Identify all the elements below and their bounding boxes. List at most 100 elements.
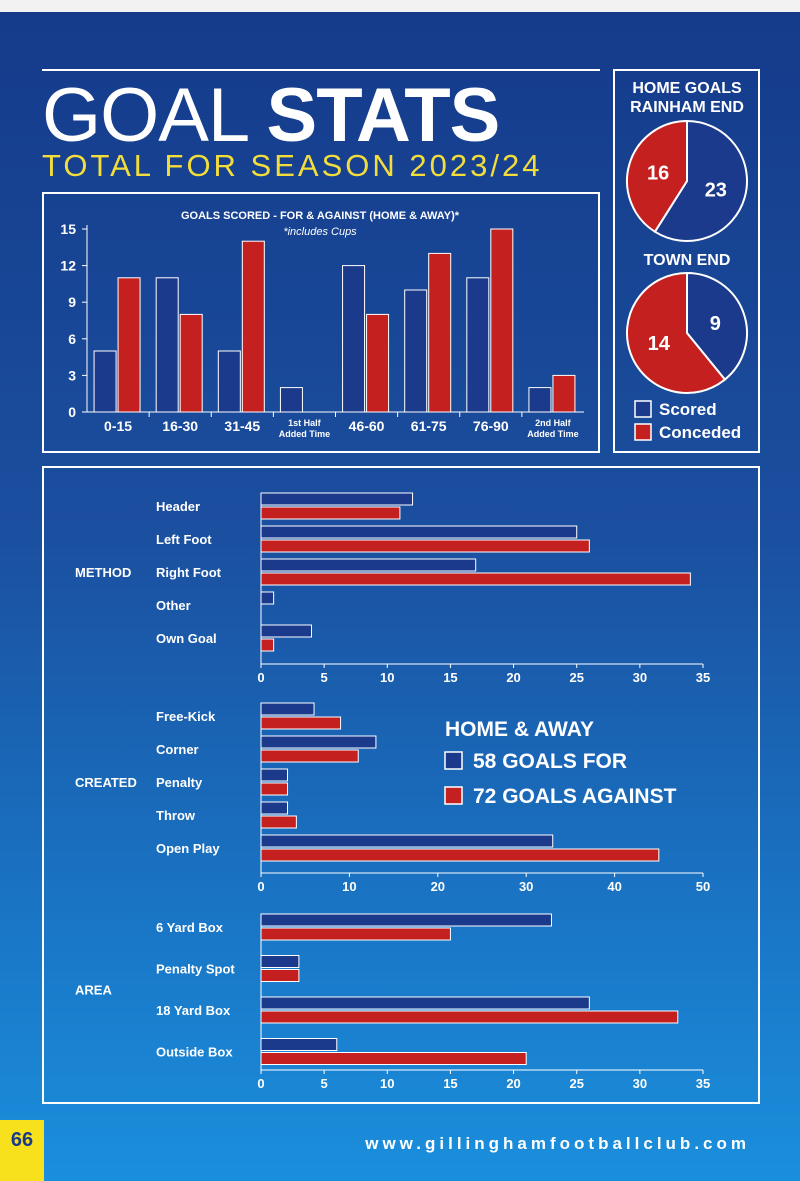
swatch-goals-for: [444, 751, 463, 770]
website-url: www.gillinghamfootballclub.com: [365, 1134, 750, 1153]
home-goals-panel: HOME GOALS RAINHAM END 23 16 TOWN END 9 14 Scor…: [613, 69, 760, 453]
category-label: Left Foot: [156, 532, 212, 547]
x-tick-label: 0: [257, 1076, 264, 1091]
bar-scored: [260, 492, 414, 506]
category-label: 6 Yard Box: [156, 920, 224, 935]
x-tick-label: 15: [443, 670, 457, 685]
pie-label-scored: 23: [705, 179, 727, 201]
title-rule: [42, 69, 600, 71]
bar-scored: [260, 913, 552, 927]
bar-conceded: [260, 969, 300, 982]
bar-scored: [404, 289, 428, 413]
category-label: Free-Kick: [156, 709, 216, 724]
bar-conceded: [366, 313, 390, 413]
bar-scored: [155, 277, 179, 413]
home-goals-pie-charts: HOME GOALS RAINHAM END 23 16 TOWN END 9 14 Scor…: [626, 80, 748, 442]
bar-conceded: [241, 240, 265, 413]
x-tick-label: 1st Half: [288, 418, 322, 428]
y-tick-label: 9: [68, 294, 76, 310]
x-tick-label: Added Time: [279, 429, 330, 439]
breakdown-bar-charts: 0 5 10 15 20 25 30 35 Header Left Foot Right Foot O…: [75, 492, 710, 1091]
title-light: GOAL: [42, 73, 247, 158]
category-label: Penalty: [156, 775, 203, 790]
bar-conceded: [260, 716, 342, 730]
x-tick-label: 25: [569, 1076, 583, 1091]
bar-scored: [260, 525, 578, 539]
category-label: Header: [156, 499, 200, 514]
bar-conceded: [260, 848, 660, 862]
bar-conceded: [490, 228, 514, 413]
bar-scored: [279, 387, 303, 413]
pie-title: TOWN END: [644, 252, 731, 269]
bar-scored: [260, 996, 590, 1010]
x-tick-label: 50: [696, 879, 710, 894]
breakdown-panel: 0 5 10 15 20 25 30 35 Header Left Foot Right Foot O…: [42, 466, 760, 1104]
group-label: CREATED: [75, 775, 137, 790]
x-tick-label: 0: [257, 670, 264, 685]
goals-against-label: 72 GOALS AGAINST: [473, 785, 677, 808]
bar-scored: [260, 735, 377, 749]
bar-scored: [260, 591, 275, 605]
page-number: 66: [0, 1120, 44, 1181]
group-label: METHOD: [75, 565, 131, 580]
bar-scored: [260, 624, 313, 638]
bar-conceded: [260, 749, 359, 763]
pie-slice-scored: [686, 271, 748, 381]
title-bold: STATS: [266, 73, 501, 158]
category-label: Corner: [156, 742, 199, 757]
x-tick-label: 2nd Half: [535, 418, 572, 428]
legend-swatch-scored: [634, 400, 652, 418]
x-tick-label: 35: [696, 1076, 710, 1091]
page-subtitle: TOTAL FOR SEASON 2023/24: [42, 148, 543, 183]
pie-label-scored: 9: [710, 313, 721, 335]
x-tick-label: 30: [519, 879, 533, 894]
pie-slice-conceded: [626, 119, 688, 234]
group-label: AREA: [75, 982, 112, 997]
x-tick-label: 10: [342, 879, 356, 894]
bar-scored: [260, 1038, 338, 1051]
bar-conceded: [117, 277, 141, 413]
swatch-goals-against: [444, 786, 463, 805]
bar-conceded: [260, 638, 275, 652]
category-label: Right Foot: [156, 565, 222, 580]
time-chart-panel: GOALS SCORED - FOR & AGAINST (HOME & AWA…: [42, 192, 600, 453]
category-label: Open Play: [156, 841, 220, 856]
bar-scored: [260, 702, 315, 716]
bar-scored: [93, 350, 117, 413]
chart-title: GOALS SCORED - FOR & AGAINST (HOME & AWA…: [181, 210, 460, 222]
pie-slice-scored: [653, 119, 748, 242]
x-tick-label: 10: [380, 670, 394, 685]
legend-label-conceded: Conceded: [659, 423, 741, 442]
bar-scored: [466, 277, 490, 413]
bar-conceded: [260, 1010, 679, 1024]
y-tick-label: 6: [68, 331, 76, 347]
bar-conceded: [552, 374, 576, 413]
pie-slice-conceded: [626, 271, 727, 394]
bar-conceded: [260, 539, 590, 553]
bar-conceded: [179, 313, 203, 413]
time-bar-chart: GOALS SCORED - FOR & AGAINST (HOME & AWA…: [60, 210, 584, 439]
y-tick-label: 15: [60, 221, 76, 237]
x-tick-label: 61-75: [411, 418, 447, 434]
x-tick-label: 20: [506, 670, 520, 685]
x-tick-label: 16-30: [162, 418, 198, 434]
bar-conceded: [260, 1052, 527, 1065]
y-tick-label: 0: [68, 404, 76, 420]
x-tick-label: 30: [633, 670, 647, 685]
y-tick-label: 12: [60, 258, 76, 274]
x-tick-label: 46-60: [349, 418, 385, 434]
category-label: Other: [156, 598, 191, 613]
x-tick-label: 20: [431, 879, 445, 894]
x-tick-label: 25: [569, 670, 583, 685]
bar-conceded: [260, 572, 691, 586]
bar-scored: [528, 387, 552, 413]
x-tick-label: 30: [633, 1076, 647, 1091]
category-label: Own Goal: [156, 631, 217, 646]
pie-title: RAINHAM END: [630, 99, 744, 116]
x-tick-label: Added Time: [527, 429, 578, 439]
bar-scored: [260, 558, 477, 572]
category-label: Penalty Spot: [156, 962, 235, 977]
x-tick-label: 5: [321, 670, 328, 685]
x-tick-label: 40: [607, 879, 621, 894]
top-strip: [0, 0, 800, 12]
